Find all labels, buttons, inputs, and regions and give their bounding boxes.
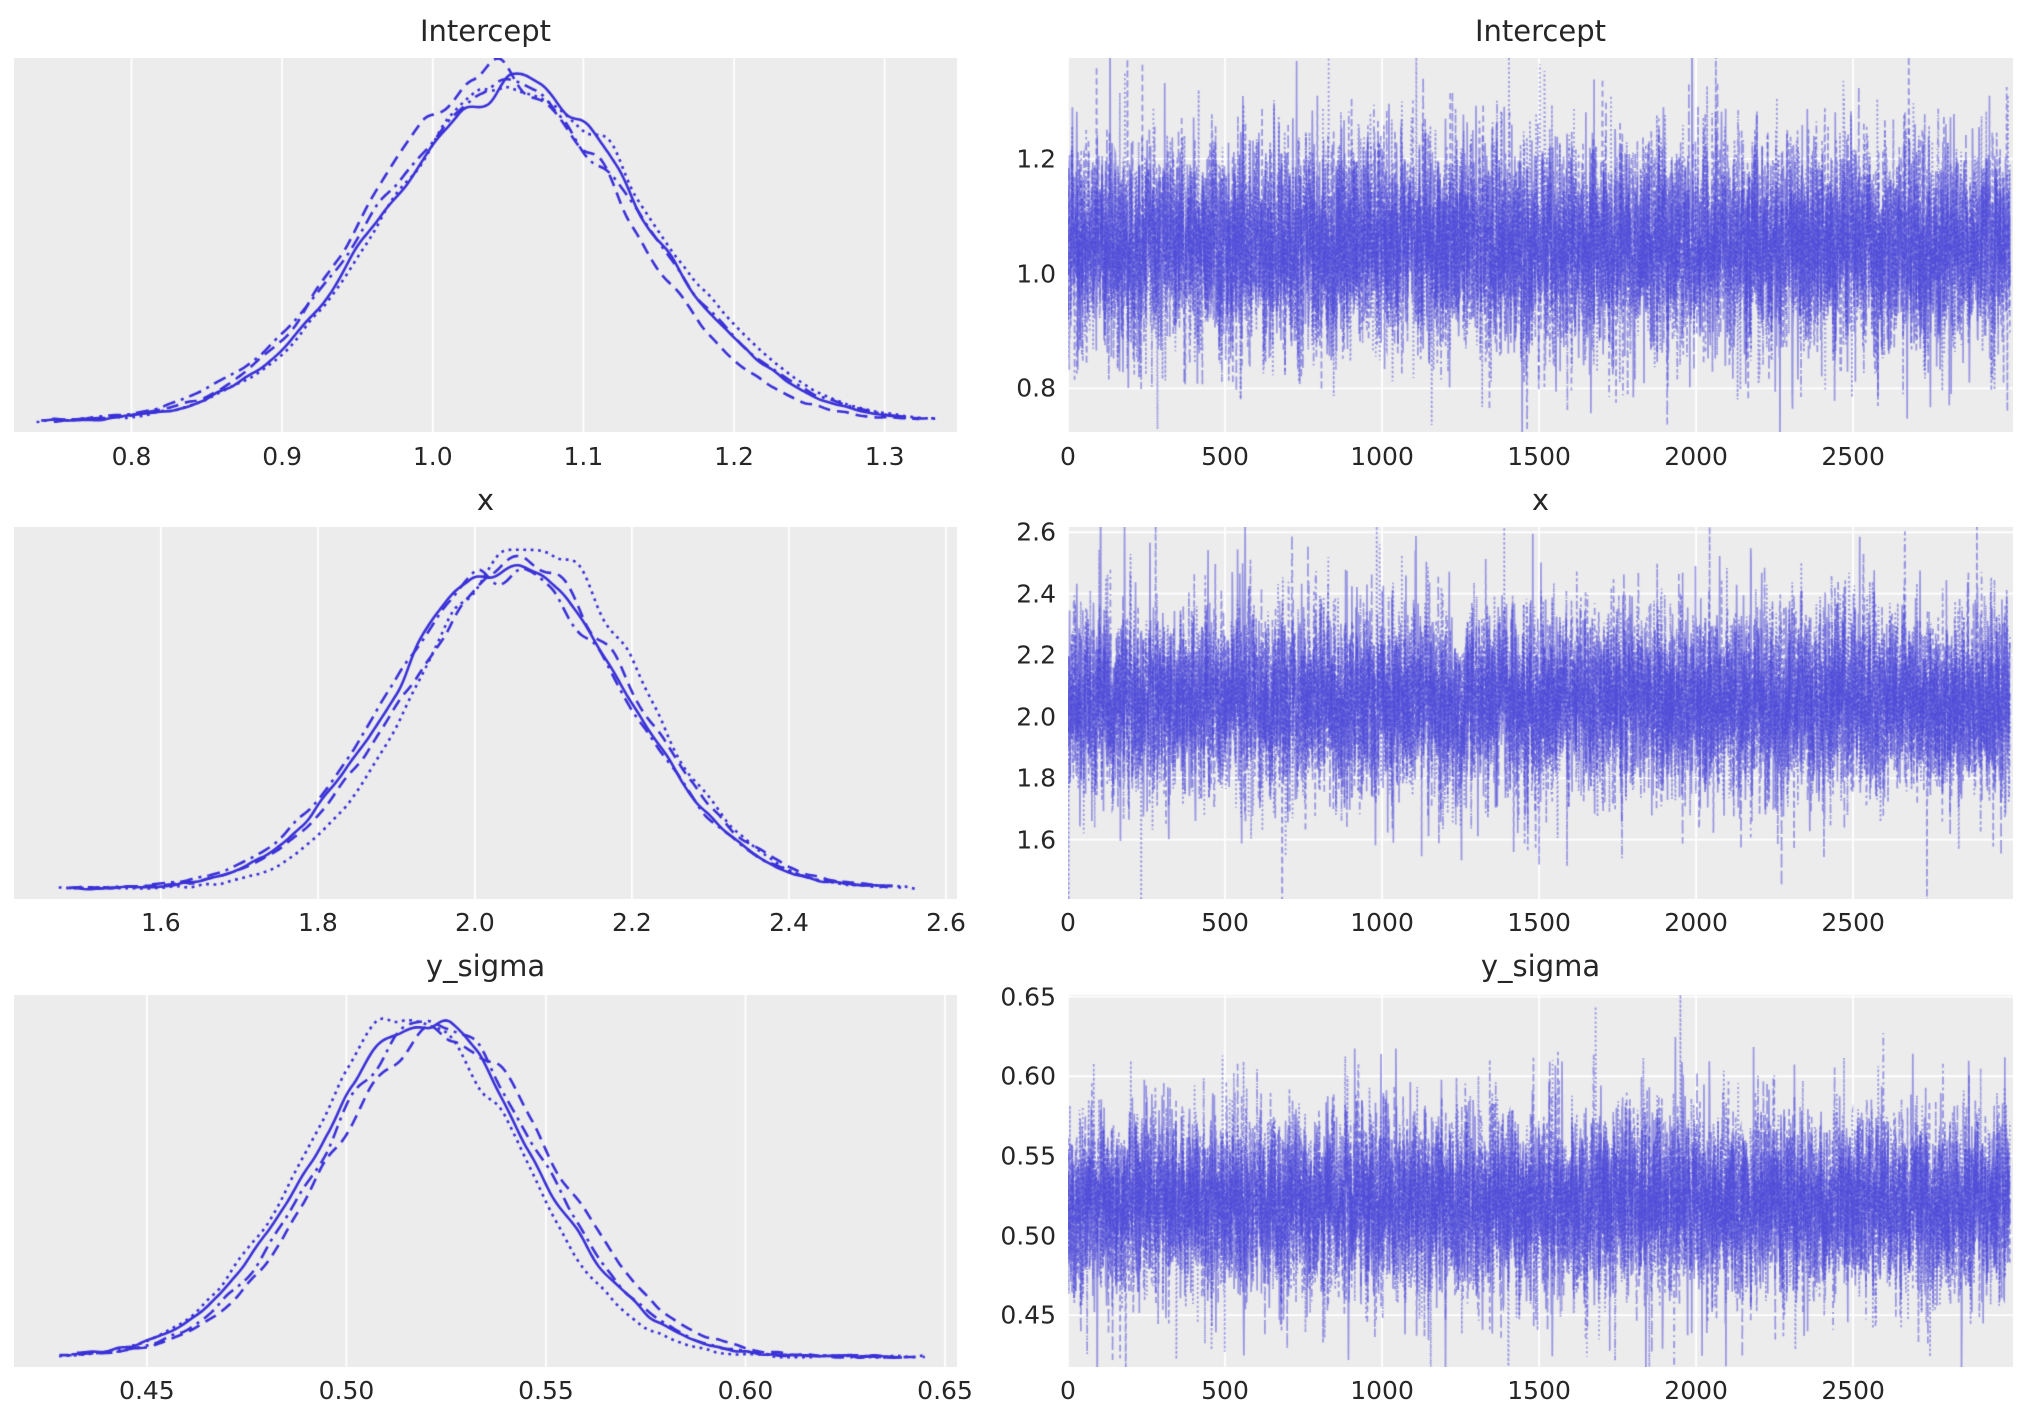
y-tick-label: 0.55 [1000, 1141, 1056, 1171]
y-tick-label: 1.2 [1016, 144, 1056, 174]
x-tick-label: 1.8 [297, 908, 338, 937]
x-tick-label: 1.0 [412, 442, 453, 471]
x-tick-label: 0.60 [717, 1376, 774, 1405]
x-tick-label: 0.8 [111, 442, 152, 471]
y-tick-label: 2.0 [1016, 702, 1056, 732]
x-tick-label: 2.2 [612, 908, 652, 937]
x-tick-label: 0 [1060, 908, 1076, 937]
x-tick-label: 0.55 [518, 1376, 574, 1405]
x-tick-label: 0.9 [262, 442, 303, 471]
kde-panel-intercept [14, 58, 957, 432]
kde-canvas-y-sigma [14, 995, 957, 1367]
y-tick-label: 1.0 [1016, 259, 1056, 289]
y-tick-label: 0.60 [1000, 1061, 1056, 1091]
y-tick-label: 0.50 [1000, 1221, 1056, 1251]
x-tick-label: 1.1 [563, 442, 604, 471]
y-tick-label: 2.2 [1016, 640, 1056, 670]
x-tick-label: 1000 [1350, 1376, 1414, 1405]
kde-title-intercept: Intercept [420, 14, 551, 48]
x-tick-label: 2.0 [455, 908, 495, 937]
trace-canvas-x [1068, 527, 2013, 899]
x-tick-label: 2500 [1821, 908, 1885, 937]
x-tick-label: 0.50 [318, 1376, 375, 1405]
trace-title-intercept: Intercept [1475, 14, 1606, 48]
x-tick-label: 1.3 [864, 442, 905, 471]
x-tick-label: 0 [1060, 442, 1076, 471]
y-tick-label: 1.6 [1016, 825, 1056, 855]
y-tick-label: 0.8 [1016, 373, 1056, 403]
x-tick-label: 0.45 [119, 1376, 175, 1405]
x-tick-label: 2.6 [926, 908, 966, 937]
y-tick-label: 0.65 [1000, 982, 1056, 1012]
trace-panel-x [1068, 527, 2013, 899]
y-tick-label: 0.45 [1000, 1300, 1056, 1330]
kde-title-x: x [476, 483, 495, 517]
x-tick-label: 2500 [1821, 442, 1885, 471]
y-tick-label: 1.8 [1016, 763, 1056, 793]
trace-canvas-y-sigma [1068, 995, 2013, 1367]
x-tick-label: 1000 [1350, 442, 1414, 471]
x-tick-label: 500 [1201, 1376, 1249, 1405]
kde-panel-y-sigma [14, 995, 957, 1367]
kde-panel-x [14, 527, 957, 899]
x-tick-label: 1500 [1507, 442, 1571, 471]
x-tick-label: 1000 [1350, 908, 1414, 937]
x-tick-label: 0 [1060, 1376, 1076, 1405]
x-tick-label: 2000 [1664, 908, 1728, 937]
x-tick-label: 1.6 [140, 908, 181, 937]
trace-title-y-sigma: y_sigma [1480, 949, 1601, 983]
kde-canvas-intercept [14, 58, 957, 432]
x-tick-label: 2000 [1664, 442, 1728, 471]
kde-canvas-x [14, 527, 957, 899]
trace-title-x: x [1531, 483, 1550, 517]
x-tick-label: 2000 [1664, 1376, 1728, 1405]
x-tick-label: 1500 [1507, 908, 1571, 937]
x-tick-label: 0.65 [917, 1376, 973, 1405]
y-tick-label: 2.6 [1016, 517, 1056, 547]
trace-panel-y-sigma [1068, 995, 2013, 1367]
y-tick-label: 2.4 [1016, 579, 1056, 609]
x-tick-label: 2.4 [769, 908, 809, 937]
x-tick-label: 2500 [1821, 1376, 1885, 1405]
kde-title-y-sigma: y_sigma [425, 949, 546, 983]
x-tick-label: 500 [1201, 442, 1249, 471]
trace-panel-intercept [1068, 58, 2013, 432]
x-tick-label: 1.2 [714, 442, 754, 471]
x-tick-label: 500 [1201, 908, 1249, 937]
x-tick-label: 1500 [1507, 1376, 1571, 1405]
trace-canvas-intercept [1068, 58, 2013, 432]
